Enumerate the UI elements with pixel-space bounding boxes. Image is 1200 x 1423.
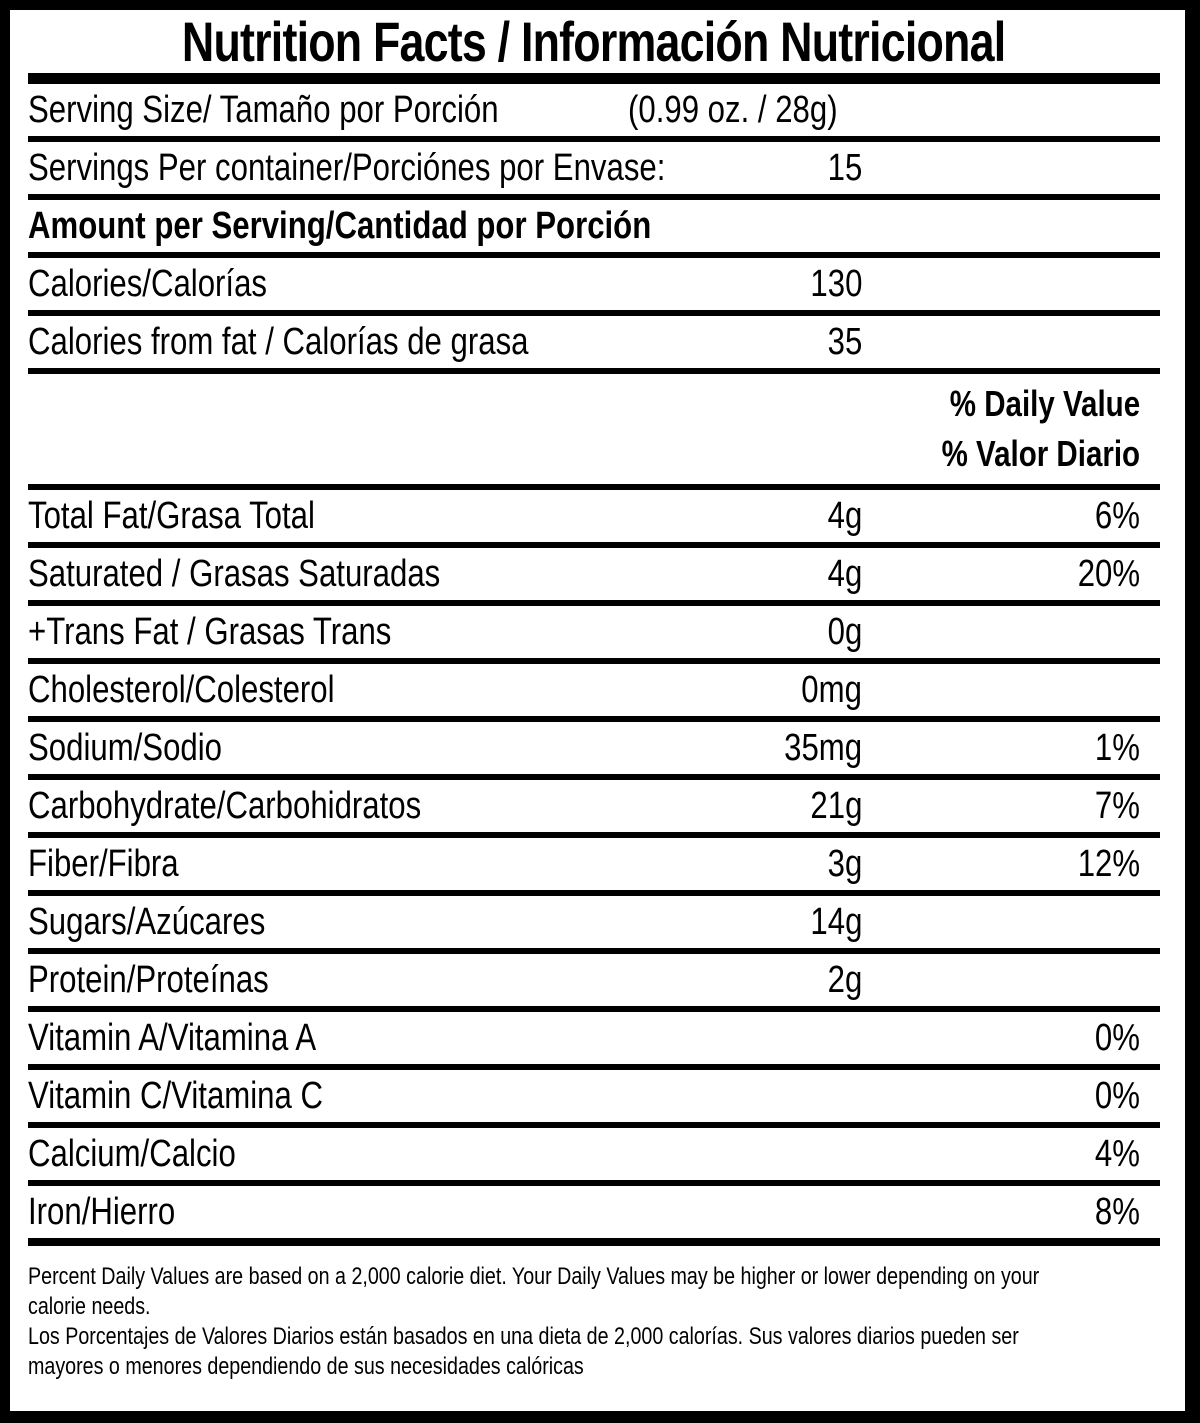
row-label: Calories/Calorías <box>28 262 267 305</box>
daily-value-header-es: % Valor Diario <box>941 433 1140 475</box>
row-label: +Trans Fat / Grasas Trans <box>28 610 392 653</box>
footnote-line-es-2: mayores o menores dependiendo de sus nec… <box>28 1353 584 1380</box>
row-amount: 21g <box>810 784 862 827</box>
row-percent: 12% <box>1077 842 1140 885</box>
nutrient-row-carbohydrate: Carbohydrate/Carbohidratos 21g 7% <box>28 780 1160 838</box>
nutrient-row-saturated-fat: Saturated / Grasas Saturadas 4g 20% <box>28 548 1160 606</box>
nutrient-row-vitamin-a: Vitamin A/Vitamina A 0% <box>28 1012 1160 1070</box>
servings-per-container-label: Servings Per container/Porciónes por Env… <box>28 146 666 189</box>
row-amount: 35 <box>827 320 862 363</box>
row-percent: 1% <box>1094 726 1140 769</box>
row-label: Vitamin A/Vitamina A <box>28 1016 317 1059</box>
row-percent: 20% <box>1077 552 1140 595</box>
nutrient-row-sodium: Sodium/Sodio 35mg 1% <box>28 722 1160 780</box>
calories-from-fat-row: Calories from fat / Calorías de grasa 35 <box>28 316 1160 374</box>
row-amount: 3g <box>827 842 862 885</box>
serving-size-label: Serving Size/ Tamaño por Porción <box>28 88 499 131</box>
row-amount: 0g <box>827 610 862 653</box>
row-amount: 4g <box>827 494 862 537</box>
servings-per-container-row: Servings Per container/Porciónes por Env… <box>28 142 1160 200</box>
calories-row: Calories/Calorías 130 <box>28 258 1160 316</box>
nutrient-row-vitamin-c: Vitamin C/Vitamina C 0% <box>28 1070 1160 1128</box>
label-title-block: Nutrition Facts / Información Nutriciona… <box>28 10 1160 73</box>
footnote-line-es-1: Los Porcentajes de Valores Diarios están… <box>28 1323 1019 1350</box>
amount-per-serving-header: Amount per Serving/Cantidad por Porción <box>28 200 1160 258</box>
serving-size-row: Serving Size/ Tamaño por Porción (0.99 o… <box>28 84 1160 142</box>
label-title: Nutrition Facts / Información Nutriciona… <box>182 10 1006 73</box>
nutrient-row-calcium: Calcium/Calcio 4% <box>28 1128 1160 1186</box>
nutrient-row-protein: Protein/Proteínas 2g <box>28 954 1160 1012</box>
row-percent: 8% <box>1094 1190 1140 1233</box>
row-amount: 0mg <box>801 668 862 711</box>
title-divider-bar <box>28 73 1160 84</box>
daily-value-header: % Daily Value % Valor Diario <box>28 374 1160 490</box>
amount-per-serving-header-text: Amount per Serving/Cantidad por Porción <box>28 204 652 247</box>
row-amount: 14g <box>810 900 862 943</box>
row-label: Calcium/Calcio <box>28 1132 236 1175</box>
row-label: Total Fat/Grasa Total <box>28 494 315 537</box>
row-percent: 7% <box>1094 784 1140 827</box>
row-label: Calories from fat / Calorías de grasa <box>28 320 529 363</box>
row-label: Sugars/Azúcares <box>28 900 266 943</box>
nutrient-row-cholesterol: Cholesterol/Colesterol 0mg <box>28 664 1160 722</box>
servings-per-container-value: 15 <box>827 146 862 189</box>
row-label: Cholesterol/Colesterol <box>28 668 335 711</box>
row-percent: 6% <box>1094 494 1140 537</box>
row-label: Carbohydrate/Carbohidratos <box>28 784 422 827</box>
row-label: Fiber/Fibra <box>28 842 179 885</box>
row-percent: 0% <box>1094 1016 1140 1059</box>
footnote-line-en-1: Percent Daily Values are based on a 2,00… <box>28 1263 1040 1290</box>
row-amount: 4g <box>827 552 862 595</box>
row-label: Saturated / Grasas Saturadas <box>28 552 441 595</box>
row-amount: 2g <box>827 958 862 1001</box>
daily-value-header-en: % Daily Value <box>949 382 1140 424</box>
nutrient-row-fiber: Fiber/Fibra 3g 12% <box>28 838 1160 896</box>
row-label: Sodium/Sodio <box>28 726 223 769</box>
row-percent: 4% <box>1094 1132 1140 1175</box>
row-percent: 0% <box>1094 1074 1140 1117</box>
row-amount: 35mg <box>784 726 862 769</box>
row-amount: 130 <box>810 262 862 305</box>
nutrient-row-iron: Iron/Hierro 8% <box>28 1186 1160 1246</box>
nutrient-row-sugars: Sugars/Azúcares 14g <box>28 896 1160 954</box>
serving-size-value: (0.99 oz. / 28g) <box>627 88 838 131</box>
nutrient-row-total-fat: Total Fat/Grasa Total 4g 6% <box>28 490 1160 548</box>
label-content: Nutrition Facts / Información Nutriciona… <box>10 10 1185 1411</box>
row-label: Iron/Hierro <box>28 1190 176 1233</box>
row-label: Protein/Proteínas <box>28 958 269 1001</box>
footnote-line-en-2: calorie needs. <box>28 1293 151 1320</box>
row-label: Vitamin C/Vitamina C <box>28 1074 323 1117</box>
nutrient-row-trans-fat: +Trans Fat / Grasas Trans 0g <box>28 606 1160 664</box>
footnote: Percent Daily Values are based on a 2,00… <box>28 1246 1160 1411</box>
